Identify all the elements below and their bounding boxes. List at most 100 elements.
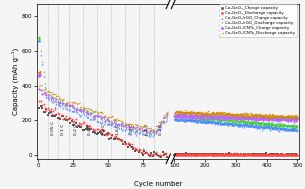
Point bbox=[293, 119, 298, 122]
Point bbox=[283, 117, 288, 120]
Point bbox=[121, 127, 126, 130]
Point bbox=[292, 118, 296, 121]
Point bbox=[272, 153, 277, 156]
Point bbox=[40, 89, 45, 92]
Point bbox=[198, 153, 203, 156]
Point bbox=[181, 153, 186, 156]
Point bbox=[163, 113, 168, 116]
Point bbox=[260, 153, 264, 156]
Point bbox=[86, 124, 91, 127]
Point bbox=[205, 118, 210, 121]
Point bbox=[250, 115, 255, 118]
Point bbox=[174, 115, 179, 118]
Point bbox=[40, 60, 45, 63]
Point bbox=[240, 114, 245, 117]
Point bbox=[228, 121, 233, 124]
Point bbox=[252, 116, 257, 119]
Point bbox=[260, 115, 265, 118]
Point bbox=[213, 153, 218, 156]
Point bbox=[196, 119, 201, 122]
Point bbox=[228, 153, 232, 156]
Point bbox=[138, 124, 143, 127]
Point bbox=[279, 116, 284, 119]
Point bbox=[206, 121, 211, 124]
Point bbox=[135, 125, 140, 129]
Point bbox=[185, 111, 190, 114]
Point bbox=[227, 121, 232, 124]
Point bbox=[219, 114, 224, 117]
Point bbox=[244, 114, 249, 117]
Point bbox=[223, 119, 228, 122]
Point bbox=[278, 117, 283, 120]
Point bbox=[295, 153, 300, 156]
Point bbox=[179, 111, 184, 114]
Point bbox=[250, 123, 255, 126]
Point bbox=[204, 111, 209, 114]
Point bbox=[282, 123, 286, 126]
Point bbox=[257, 123, 262, 126]
Point bbox=[173, 115, 178, 118]
Point bbox=[247, 153, 252, 156]
Point bbox=[214, 117, 218, 120]
Point bbox=[271, 153, 276, 156]
Point bbox=[223, 121, 228, 124]
Point bbox=[219, 122, 224, 125]
Point bbox=[287, 129, 292, 132]
Point bbox=[281, 153, 285, 156]
Point bbox=[224, 118, 228, 121]
Point bbox=[227, 153, 232, 156]
Point bbox=[243, 120, 248, 123]
Point bbox=[128, 127, 133, 130]
Point bbox=[283, 124, 288, 127]
Point bbox=[157, 123, 162, 126]
Point bbox=[221, 121, 226, 124]
Point bbox=[289, 153, 294, 156]
Point bbox=[41, 88, 46, 91]
Point bbox=[277, 118, 282, 121]
Point bbox=[174, 114, 179, 117]
Point bbox=[178, 115, 183, 119]
Point bbox=[153, 130, 158, 133]
Point bbox=[270, 153, 274, 156]
Point bbox=[239, 154, 244, 157]
Point bbox=[234, 124, 239, 127]
Point bbox=[175, 114, 180, 117]
Point bbox=[185, 116, 189, 119]
Point bbox=[206, 153, 211, 156]
Point bbox=[293, 115, 298, 118]
Point bbox=[207, 121, 212, 124]
Point bbox=[244, 153, 249, 156]
Point bbox=[62, 102, 67, 105]
Point bbox=[189, 118, 194, 121]
Point bbox=[259, 125, 264, 128]
Point bbox=[209, 114, 214, 117]
Point bbox=[271, 116, 276, 119]
Point bbox=[198, 114, 203, 117]
Point bbox=[255, 121, 260, 124]
Point bbox=[240, 115, 245, 118]
Point bbox=[54, 101, 59, 104]
Point bbox=[280, 124, 285, 127]
Point bbox=[222, 153, 227, 156]
Point bbox=[262, 154, 267, 157]
Point bbox=[217, 118, 221, 121]
Point bbox=[86, 113, 91, 116]
Point bbox=[45, 94, 50, 97]
Point bbox=[229, 153, 234, 156]
Point bbox=[198, 121, 203, 124]
Point bbox=[173, 110, 178, 113]
Point bbox=[232, 153, 237, 156]
Point bbox=[211, 116, 216, 119]
Point bbox=[201, 119, 206, 122]
Point bbox=[245, 112, 250, 115]
Point bbox=[188, 115, 193, 118]
Point bbox=[291, 126, 296, 129]
Point bbox=[288, 115, 293, 118]
Point bbox=[235, 116, 240, 119]
Point bbox=[176, 113, 181, 116]
Point bbox=[242, 121, 247, 124]
Point bbox=[234, 154, 239, 157]
Point bbox=[262, 114, 267, 117]
Point bbox=[186, 154, 191, 157]
Point bbox=[238, 117, 243, 120]
